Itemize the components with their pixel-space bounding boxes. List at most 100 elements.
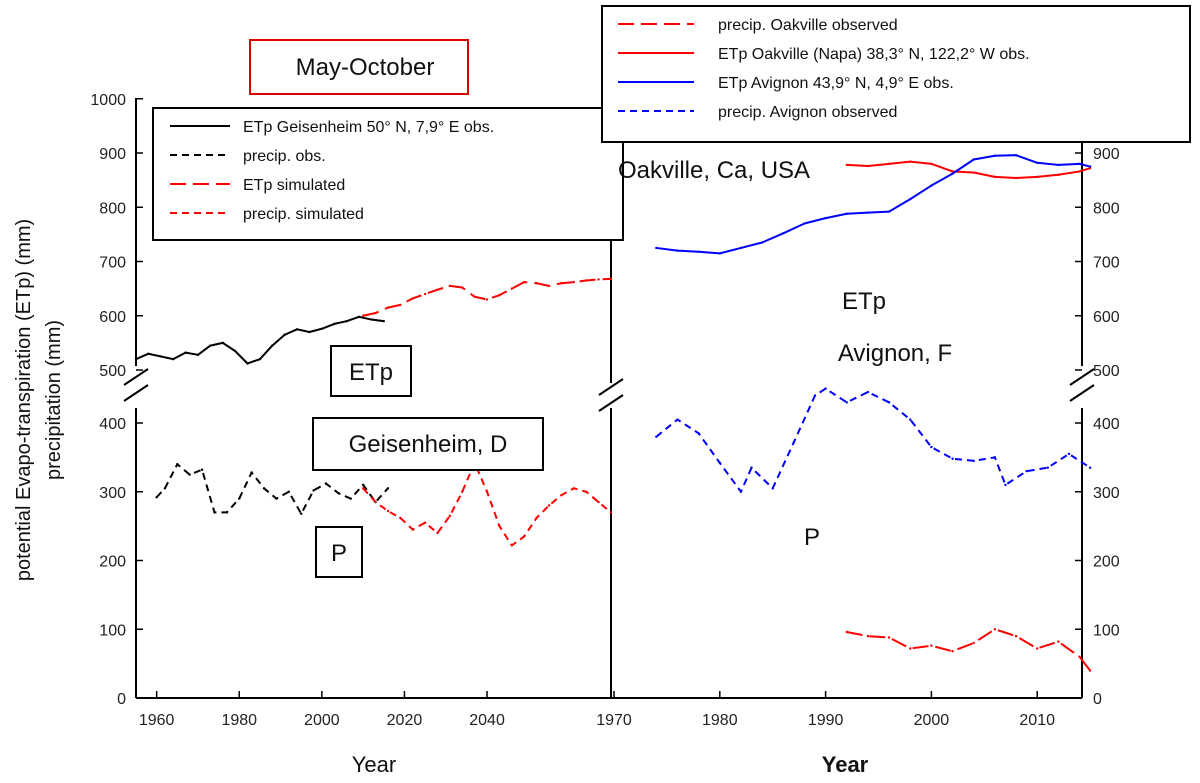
data-point	[972, 158, 975, 161]
data-point	[523, 280, 526, 284]
data-point	[436, 288, 439, 291]
data-point	[1057, 163, 1060, 167]
series-line	[846, 628, 1091, 672]
data-point	[448, 514, 452, 518]
right-y-tick-label: 400	[1093, 416, 1120, 433]
data-point	[233, 349, 237, 353]
data-point	[972, 641, 975, 645]
series-left-3	[361, 461, 613, 547]
data-point	[803, 222, 806, 225]
data-point	[845, 630, 848, 634]
data-point	[993, 175, 997, 179]
data-point	[1036, 175, 1039, 179]
data-point	[845, 163, 848, 167]
annotation-etp-left: ETp	[349, 359, 393, 386]
data-point	[887, 210, 891, 213]
data-point	[250, 471, 253, 474]
data-point	[739, 246, 743, 250]
legend-label: precip. obs.	[243, 148, 326, 165]
left-y-tick-label: 500	[99, 363, 126, 380]
left-y-tick-label: 200	[99, 554, 126, 571]
right-panel	[655, 120, 1092, 698]
data-point	[324, 482, 328, 485]
data-point	[411, 297, 414, 300]
data-point	[824, 387, 827, 390]
data-point	[374, 500, 377, 504]
annotation-geisenheim-box	[312, 417, 544, 471]
data-point	[1088, 165, 1092, 168]
data-point	[1088, 466, 1092, 469]
axis-break-right-a	[1069, 368, 1095, 386]
annotation-p-left: P	[331, 540, 347, 567]
data-point	[345, 319, 348, 323]
data-point	[760, 241, 764, 244]
data-point	[771, 487, 774, 490]
data-point	[423, 521, 427, 524]
axis-break-left-b	[123, 384, 149, 402]
data-point	[361, 483, 365, 487]
right-y-tick-label: 100	[1093, 622, 1120, 639]
data-point	[361, 487, 365, 490]
data-point	[262, 487, 266, 490]
left-y-tick-label: 400	[99, 416, 126, 433]
left-x-tick-label: 1980	[221, 712, 257, 729]
data-point	[188, 473, 191, 476]
legend-left: ETp Geisenheim 50° N, 7,9° E obs. precip.…	[152, 107, 624, 241]
data-point	[411, 528, 414, 531]
right-x-tick-label: 1970	[596, 712, 632, 729]
data-point	[1036, 647, 1039, 650]
data-point	[951, 457, 954, 460]
series-line	[362, 461, 612, 547]
data-point	[510, 287, 514, 290]
data-point	[1025, 469, 1028, 473]
left-y-tick-label: 300	[99, 485, 126, 502]
data-point	[676, 249, 679, 252]
data-point	[547, 284, 551, 288]
data-point	[572, 280, 575, 284]
data-point	[676, 418, 679, 421]
data-point	[866, 164, 870, 168]
data-point	[1046, 466, 1049, 469]
series-right-0	[845, 628, 1092, 672]
data-point	[750, 466, 753, 469]
left-panel	[134, 98, 1082, 699]
data-point	[337, 491, 340, 495]
data-point	[951, 650, 954, 653]
data-point	[739, 490, 743, 493]
right-y-tick-label: 0	[1093, 691, 1102, 708]
data-point	[209, 344, 212, 347]
y-axis-title-line1: potential Evapo-transpiration (ETp) (mm)	[13, 219, 35, 581]
legend-left-box	[152, 107, 624, 241]
right-x-tick-label: 2010	[1019, 712, 1055, 729]
data-point	[1057, 173, 1060, 176]
data-point	[972, 171, 975, 174]
data-point	[655, 246, 658, 250]
series-right-2	[655, 153, 1092, 255]
left-y-tick-label: 700	[99, 255, 126, 272]
data-point	[597, 500, 600, 504]
left-y-tick-label: 1000	[90, 92, 126, 109]
data-point	[560, 282, 563, 285]
data-point	[196, 353, 200, 357]
data-point	[485, 298, 489, 301]
data-point	[498, 293, 501, 297]
data-point	[993, 154, 997, 157]
data-point	[200, 468, 204, 471]
data-point	[951, 172, 954, 175]
data-point	[792, 441, 796, 444]
data-point	[349, 497, 352, 500]
annotation-geisenheim: Geisenheim, D	[349, 431, 508, 458]
legend-label: ETp Oakville (Napa) 38,3° N, 122,2° W ob…	[718, 46, 1030, 63]
right-x-tick-label: 1990	[808, 712, 844, 729]
data-point	[370, 318, 373, 321]
data-point	[824, 216, 827, 220]
data-point	[312, 489, 315, 492]
right-y-tick-label: 900	[1093, 146, 1120, 163]
data-point	[1004, 483, 1007, 487]
right-x-tick-label: 1980	[702, 712, 738, 729]
data-point	[1088, 669, 1092, 672]
annotation-oakville: Oakville, Ca, USA	[618, 157, 810, 184]
data-point	[225, 511, 229, 514]
legend-label: precip. Oakville observed	[718, 17, 898, 34]
data-point	[782, 232, 785, 235]
